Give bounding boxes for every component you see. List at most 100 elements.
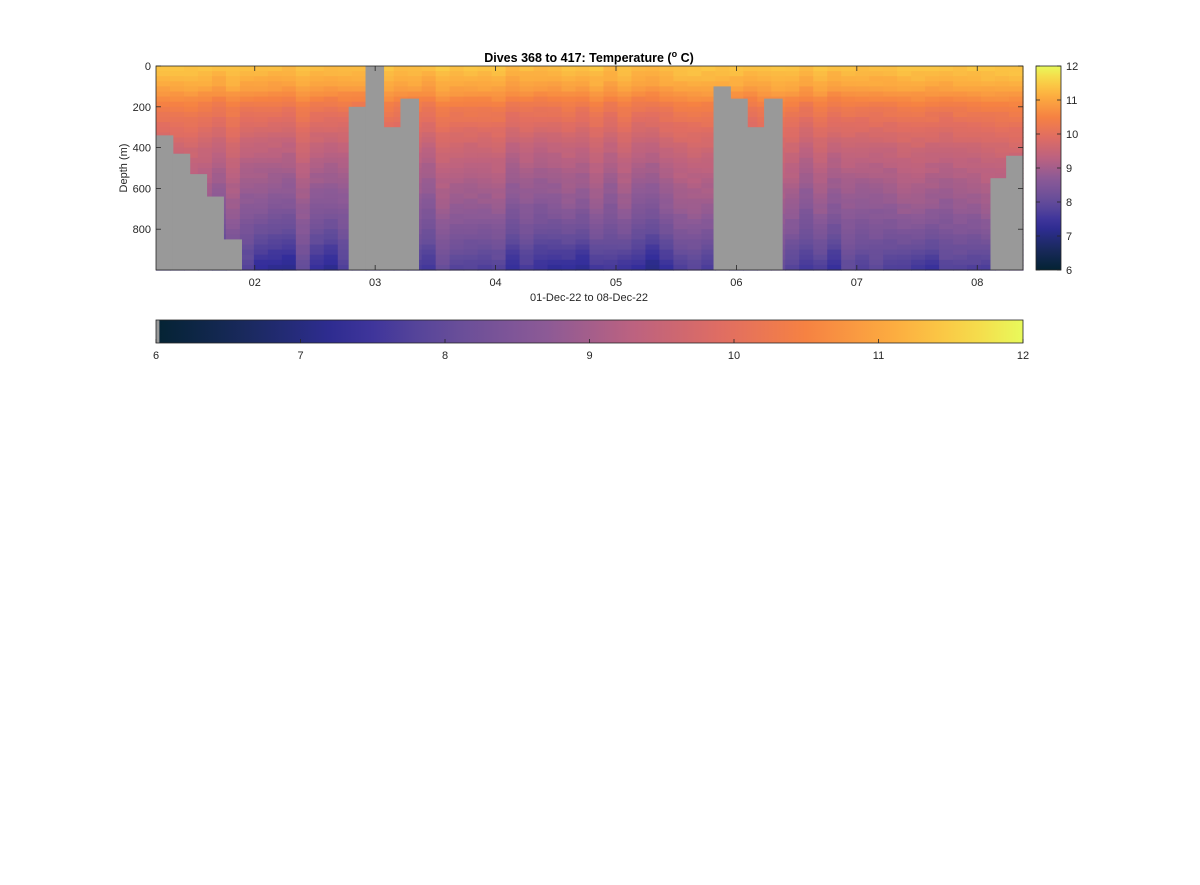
heatmap-cell (645, 162, 661, 169)
heatmap-cell (533, 264, 549, 271)
heatmap-cell (981, 239, 996, 246)
heatmap-cell (463, 81, 479, 87)
heatmap-cell (477, 117, 493, 123)
heatmap-cell (323, 106, 339, 113)
heatmap-cell (841, 66, 856, 72)
heatmap-cell (981, 147, 996, 154)
heatmap-cell (295, 76, 311, 82)
heatmap-cell (827, 198, 842, 205)
heatmap-cell (575, 71, 591, 77)
colorbar-vertical-tick-label: 12 (1066, 61, 1078, 73)
heatmap-cell (519, 137, 535, 144)
heatmap-cell (183, 132, 199, 138)
heatmap-cell (533, 183, 549, 189)
heatmap-cell (855, 111, 870, 118)
heatmap-cell (687, 173, 702, 179)
heatmap-cell (519, 86, 535, 93)
heatmap-cell (267, 101, 283, 108)
colorbar-vertical-tick-label: 10 (1066, 129, 1078, 141)
heatmap-cell (687, 244, 702, 251)
heatmap-cell (323, 66, 339, 72)
heatmap-cell (813, 224, 828, 230)
heatmap-cell (407, 66, 423, 72)
heatmap-cell (617, 244, 633, 251)
heatmap-cell (897, 259, 912, 266)
heatmap-cell (477, 198, 493, 205)
heatmap-cell (687, 224, 702, 230)
heatmap-cell (225, 137, 241, 144)
heatmap-cell (295, 142, 311, 149)
heatmap-cell (729, 86, 744, 93)
heatmap-cell (981, 137, 996, 144)
heatmap-cell (491, 239, 507, 246)
heatmap-cell (981, 203, 996, 210)
heatmap-cell (491, 101, 507, 108)
heatmap-cell (477, 213, 493, 220)
heatmap-cell (701, 142, 716, 149)
heatmap-cell (337, 147, 353, 154)
heatmap-cell (855, 91, 870, 98)
heatmap-cell (477, 173, 493, 179)
heatmap-cell (953, 264, 968, 271)
heatmap-cell (897, 157, 912, 164)
heatmap-cell (939, 249, 954, 256)
y-tick-label: 400 (133, 143, 151, 155)
heatmap-cell (687, 198, 702, 205)
heatmap-cell (897, 254, 912, 261)
heatmap-cell (631, 157, 647, 164)
heatmap-cell (421, 203, 437, 210)
no-data-region (172, 153, 191, 270)
heatmap-cell (925, 254, 940, 261)
heatmap-cell (967, 259, 982, 266)
heatmap-cell (883, 96, 898, 103)
heatmap-cell (463, 254, 479, 261)
heatmap-cell (351, 86, 367, 93)
heatmap-cell (505, 71, 521, 77)
heatmap-cell (156, 71, 171, 77)
heatmap-cell (673, 132, 688, 138)
heatmap-cell (575, 142, 591, 149)
heatmap-cell (925, 208, 940, 215)
heatmap-cell (561, 264, 577, 271)
heatmap-cell (239, 249, 255, 256)
heatmap-cell (925, 193, 940, 200)
heatmap-cell (281, 168, 297, 174)
heatmap-cell (449, 208, 465, 215)
heatmap-cell (617, 213, 633, 220)
heatmap-cell (267, 249, 283, 256)
heatmap-cell (519, 188, 535, 195)
heatmap-cell (183, 86, 199, 93)
heatmap-cell (883, 81, 898, 87)
heatmap-cell (477, 157, 493, 164)
heatmap-cell (421, 173, 437, 179)
heatmap-cell (337, 254, 353, 261)
heatmap-cell (631, 142, 647, 149)
heatmap-cell (491, 234, 507, 240)
heatmap-cell (267, 224, 283, 230)
heatmap-cell (855, 264, 870, 271)
heatmap-cell (295, 106, 311, 113)
heatmap-cell (463, 96, 479, 103)
heatmap-cell (337, 224, 353, 230)
heatmap-cell (239, 193, 255, 200)
heatmap-cell (813, 239, 828, 246)
heatmap-cell (211, 71, 227, 77)
heatmap-cell (911, 132, 926, 138)
heatmap-cell (855, 106, 870, 113)
heatmap-cell (449, 162, 465, 169)
heatmap-cell (785, 142, 800, 149)
heatmap-cell (855, 132, 870, 138)
heatmap-cell (197, 122, 213, 128)
heatmap-cell (435, 111, 451, 118)
heatmap-cell (449, 244, 465, 251)
heatmap-cell (239, 152, 255, 159)
heatmap-cell (869, 213, 884, 220)
heatmap-cell (449, 147, 465, 154)
heatmap-cell (883, 76, 898, 82)
heatmap-cell (393, 81, 409, 87)
heatmap-cell (197, 76, 213, 82)
heatmap-cell (897, 208, 912, 215)
heatmap-cell (799, 122, 814, 128)
heatmap-cell (589, 183, 605, 189)
heatmap-cell (337, 111, 353, 118)
